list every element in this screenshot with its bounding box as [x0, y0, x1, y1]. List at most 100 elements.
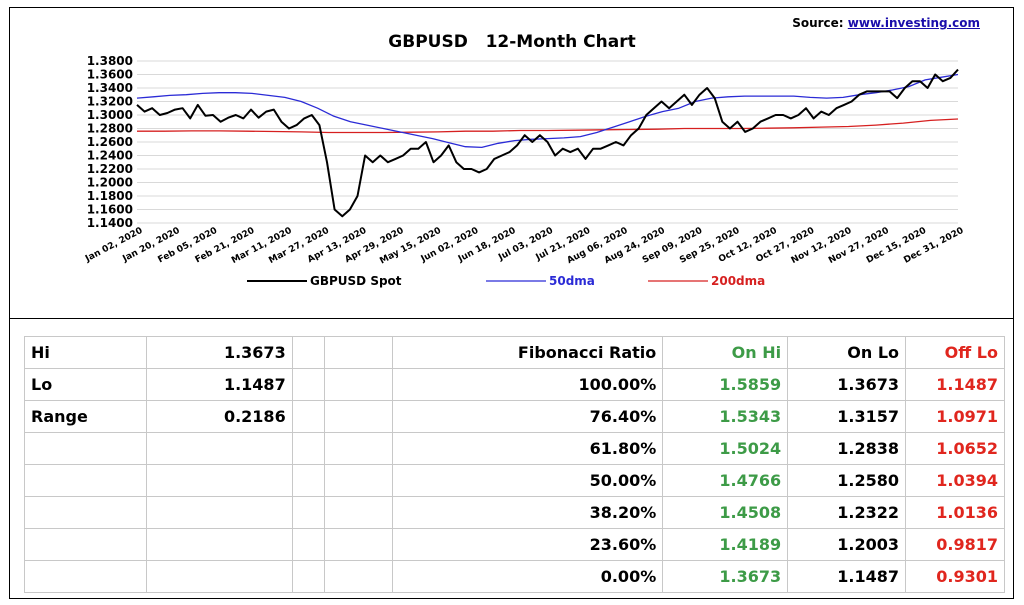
table-cell: 1.2580 [787, 464, 906, 497]
table-cell: 1.3673 [662, 560, 789, 593]
legend: GBPUSD Spot 50dma 200dma [247, 274, 765, 288]
table-cell: On Lo [787, 336, 906, 369]
table-cell [323, 432, 393, 465]
table-cell: 1.5859 [662, 368, 789, 401]
table-cell [24, 496, 147, 529]
table-cell [145, 432, 293, 465]
table-cell [145, 464, 293, 497]
table-cell: 1.0136 [905, 496, 1005, 529]
table-cell [291, 464, 325, 497]
table-cell: 100.00% [391, 368, 664, 401]
table-cell: 0.9817 [905, 528, 1005, 561]
y-tick-label: 1.1600 [87, 203, 133, 217]
table-row: 38.20% 1.4508 1.2322 1.0136 [24, 496, 1005, 529]
table-cell: 1.1487 [787, 560, 906, 593]
table-row: Range 0.2186 76.40% 1.5343 1.3157 1.0971 [24, 400, 1005, 433]
table-cell: Lo [24, 368, 147, 401]
fibonacci-table: Hi 1.3673 Fibonacci Ratio On Hi On Lo Off Lo L… [24, 336, 1005, 593]
table-cell: 1.0971 [905, 400, 1005, 433]
table-cell: 1.3673 [145, 336, 293, 369]
gridlines [137, 60, 958, 224]
table-cell: 38.20% [391, 496, 664, 529]
table-cell [291, 496, 325, 529]
table-cell: 1.3157 [787, 400, 906, 433]
table-cell: 1.5024 [662, 432, 789, 465]
y-axis: 1.14001.16001.18001.20001.22001.24001.26… [87, 54, 133, 230]
table-cell: 0.00% [391, 560, 664, 593]
table-row: 0.00% 1.3673 1.1487 0.9301 [24, 560, 1005, 593]
y-tick-label: 1.1800 [87, 189, 133, 203]
chart-title: GBPUSD 12-Month Chart [388, 32, 635, 52]
table-cell: 1.4508 [662, 496, 789, 529]
table-cell [145, 560, 293, 593]
table-row: 50.00% 1.4766 1.2580 1.0394 [24, 464, 1005, 497]
y-tick-label: 1.1400 [87, 216, 133, 230]
source-label: Source: [792, 16, 848, 30]
table-cell [145, 528, 293, 561]
table-cell: On Hi [662, 336, 789, 369]
table-cell [323, 560, 393, 593]
table-cell: Off Lo [905, 336, 1005, 369]
table-cell: 1.1487 [905, 368, 1005, 401]
y-tick-label: 1.3600 [87, 68, 133, 82]
y-tick-label: 1.2600 [87, 135, 133, 149]
table-cell: 76.40% [391, 400, 664, 433]
y-tick-label: 1.2800 [87, 122, 133, 136]
table-cell: 61.80% [391, 432, 664, 465]
source-attribution: Source: www.investing.com [792, 16, 980, 30]
y-tick-label: 1.3800 [87, 54, 133, 68]
table-cell: 1.1487 [145, 368, 293, 401]
series-line-200dma [137, 118, 959, 134]
table-cell [291, 560, 325, 593]
y-tick-label: 1.3200 [87, 95, 133, 109]
gbpusd-chart: GBPUSD 12-Month Chart 1.14001.16001.1800… [83, 32, 965, 288]
table-cell: 1.2003 [787, 528, 906, 561]
table-cell [145, 496, 293, 529]
source-link[interactable]: www.investing.com [847, 16, 980, 30]
table-cell [291, 528, 325, 561]
table-cell [323, 400, 393, 433]
table-row: Hi 1.3673 Fibonacci Ratio On Hi On Lo Off Lo [24, 336, 1005, 369]
y-tick-label: 1.3400 [87, 81, 133, 95]
legend-label: 200dma [711, 274, 765, 288]
table-cell [323, 368, 393, 401]
table-cell [291, 368, 325, 401]
y-tick-label: 1.2400 [87, 149, 133, 163]
table-cell [323, 336, 393, 369]
table-cell [291, 336, 325, 369]
series-line-50dma [136, 73, 959, 149]
table-cell: Fibonacci Ratio [391, 336, 664, 369]
table-cell [291, 432, 325, 465]
table-cell: 1.3673 [787, 368, 906, 401]
table-cell [24, 464, 147, 497]
table-cell [323, 528, 393, 561]
table-cell: 1.0394 [905, 464, 1005, 497]
table-cell [24, 528, 147, 561]
table-cell: 1.2322 [787, 496, 906, 529]
table-cell [291, 400, 325, 433]
table-cell: 1.4189 [662, 528, 789, 561]
table-cell: 1.4766 [662, 464, 789, 497]
legend-label: 50dma [549, 274, 595, 288]
table-cell [24, 432, 147, 465]
table-cell: 1.5343 [662, 400, 789, 433]
y-tick-label: 1.2200 [87, 162, 133, 176]
series-line-gbpusd-spot [136, 68, 959, 218]
table-row: Lo 1.1487 100.00% 1.5859 1.3673 1.1487 [24, 368, 1005, 401]
y-tick-label: 1.3000 [87, 108, 133, 122]
table-cell: 0.9301 [905, 560, 1005, 593]
series-lines [136, 68, 959, 218]
table-cell: 0.2186 [145, 400, 293, 433]
table-cell: 23.60% [391, 528, 664, 561]
panel-divider [9, 318, 1014, 319]
table-cell: Range [24, 400, 147, 433]
table-row: 23.60% 1.4189 1.2003 0.9817 [24, 528, 1005, 561]
table-cell: Hi [24, 336, 147, 369]
table-cell: 1.0652 [905, 432, 1005, 465]
table-cell [323, 464, 393, 497]
table-cell [24, 560, 147, 593]
legend-label: GBPUSD Spot [310, 274, 402, 288]
table-cell: 1.2838 [787, 432, 906, 465]
table-cell: 50.00% [391, 464, 664, 497]
